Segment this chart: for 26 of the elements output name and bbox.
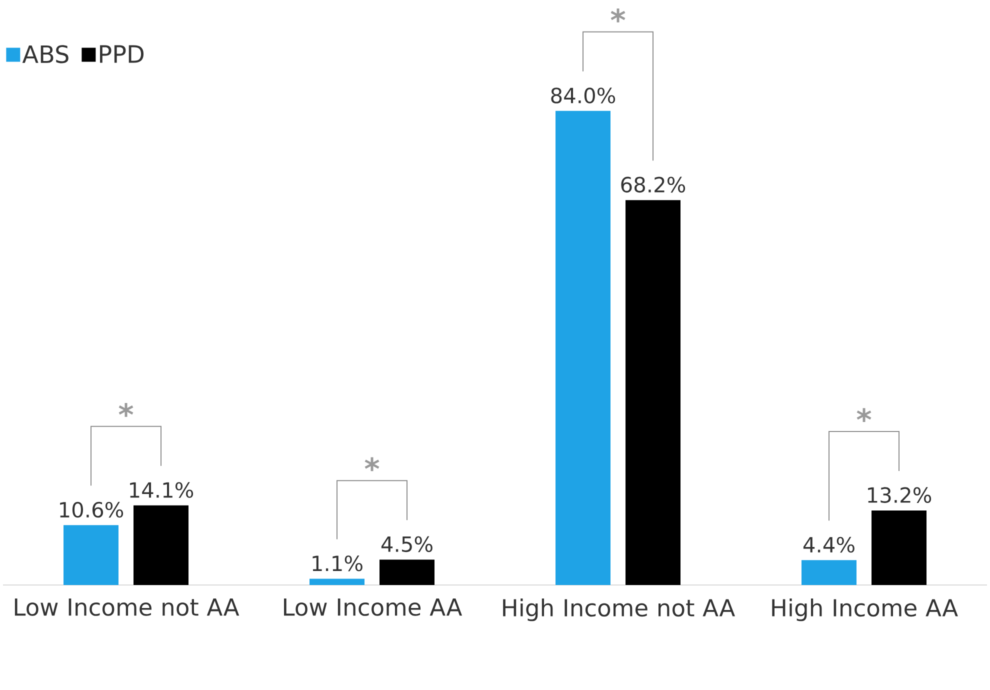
data-label: 4.4% — [803, 536, 854, 553]
x-tick-label: Low Income AA — [284, 598, 462, 616]
text: * — [610, 8, 626, 22]
bar — [872, 510, 927, 585]
legend-label: PPD — [100, 45, 144, 63]
x-tick-label: High Income AA — [772, 598, 958, 622]
annotation: * — [118, 403, 134, 417]
bar — [626, 200, 681, 585]
legend-label: ABS — [22, 45, 68, 64]
data-label: 10.6% — [60, 502, 124, 518]
data-label: 4.5% — [381, 536, 432, 552]
annotation: * — [856, 408, 872, 422]
bar — [310, 578, 365, 585]
bar — [802, 560, 857, 585]
data-label: 13.2% — [868, 487, 932, 503]
bar — [134, 505, 189, 585]
data-label: 14.1% — [130, 482, 194, 498]
data-label: 1.1% — [312, 555, 362, 572]
data-label: 84.0% — [551, 88, 616, 104]
data-label: 68.2% — [621, 176, 686, 193]
x-tick-label: High Income not AA — [503, 598, 736, 622]
annotation: * — [364, 457, 380, 472]
x-tick-label: Low Income not AA — [14, 598, 240, 616]
bar — [380, 560, 435, 585]
bar — [556, 110, 611, 585]
bar — [64, 525, 118, 585]
